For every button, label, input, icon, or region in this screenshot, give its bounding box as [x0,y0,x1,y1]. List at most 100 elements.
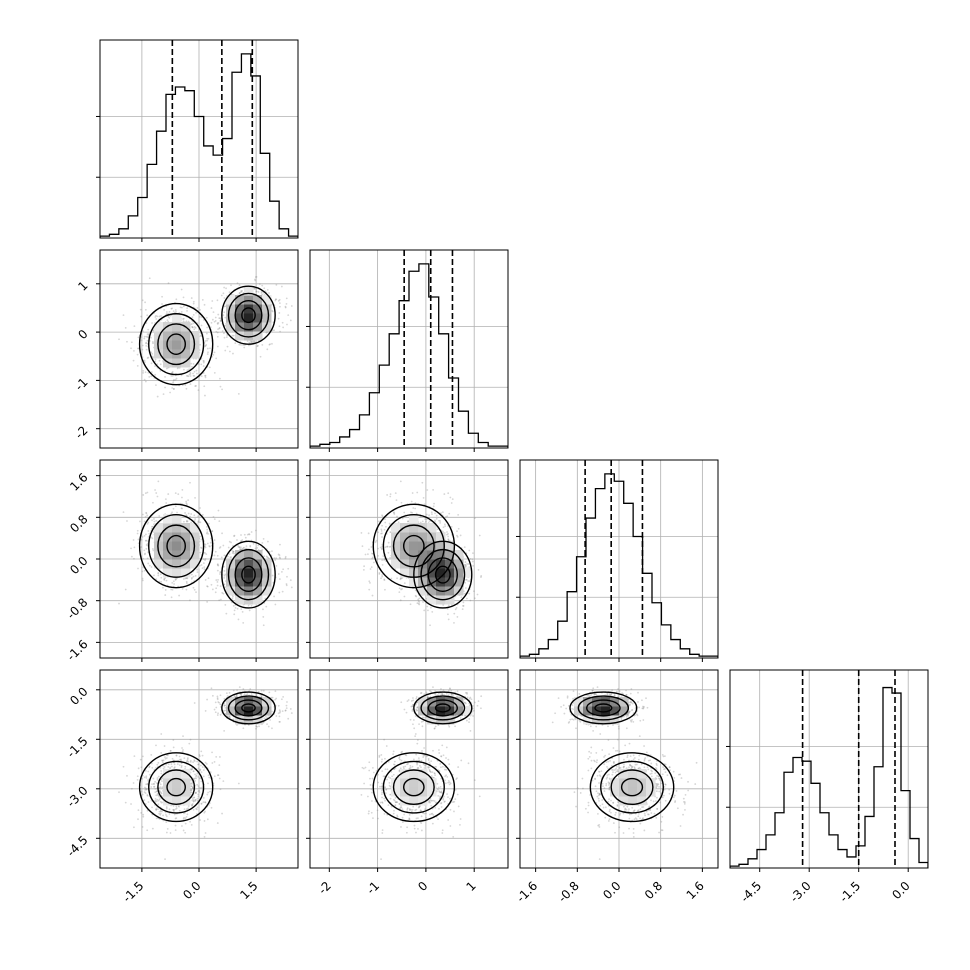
scatter-point [216,564,219,566]
scatter-point [151,537,154,540]
scatter-point [203,360,205,362]
scatter-point [374,541,377,543]
density-cell [400,568,410,578]
scatter-point [186,307,189,309]
scatter-point [192,770,195,773]
scatter-point [203,566,206,568]
scatter-point [196,760,199,763]
scatter-point [266,288,269,291]
density-cell [226,577,236,587]
scatter-point [148,277,151,280]
scatter-point [146,314,149,317]
contour-line [221,285,276,345]
density-cell [172,514,182,524]
scatter-point [168,813,171,815]
scatter-point [360,532,363,534]
panel-frame [309,249,509,449]
scatter-point [278,720,281,723]
scatter-point [255,693,258,696]
ytick-label: 0.8 [67,512,90,535]
scatter-point [176,367,179,370]
scatter-point [146,544,149,547]
density-cell [409,541,419,551]
ytick-label: -1 [72,375,90,393]
scatter-point [271,342,273,345]
scatter-point [192,786,194,789]
scatter-point [199,777,202,779]
scatter-point [204,394,206,397]
scatter-point [154,316,157,318]
scatter-point [170,371,173,374]
scatter-point [181,496,183,499]
scatter-point [432,488,435,491]
scatter-point [189,383,192,386]
scatter-point [238,343,241,346]
scatter-point [181,507,184,510]
scatter-point [428,514,430,517]
scatter-point [159,812,162,815]
density-cell [400,541,410,551]
scatter-point [146,357,149,359]
scatter-point [216,331,219,334]
density-cell [163,532,173,542]
scatter-point [146,491,149,494]
scatter-point [190,521,193,524]
scatter-point [236,539,238,541]
scatter-point [173,767,176,770]
density-cell [154,340,164,350]
scatter-point [172,381,174,384]
scatter-point [224,586,227,589]
scatter-point [383,579,386,581]
scatter-point [174,309,177,311]
scatter-point [243,546,245,549]
scatter-point [381,545,384,548]
scatter-point [141,577,144,580]
scatter-point [189,371,192,374]
scatter-point [218,317,221,320]
scatter-point [195,775,197,778]
scatter-point [142,815,145,818]
scatter-point [217,321,220,324]
density-cell [154,322,164,332]
scatter-point [153,520,156,523]
scatter-point [244,536,247,539]
scatter-point [126,520,128,522]
scatter-point [191,782,193,785]
scatter-point [199,507,201,509]
scatter-point [289,579,292,582]
scatter-point [240,540,242,543]
scatter-point [198,789,201,792]
density-cell [172,532,182,542]
scatter-point [280,570,283,573]
scatter-point [159,790,162,793]
scatter-point [175,754,178,757]
scatter-point [185,582,188,585]
scatter-point [471,560,474,563]
scatter-point [278,578,281,580]
scatter-point [367,532,370,535]
scatter-point [252,340,255,343]
scatter-point [140,336,143,338]
scatter-point [189,599,191,602]
scatter-point [159,369,162,372]
scatter-point [145,775,148,778]
scatter-point [231,334,234,337]
scatter-point [456,616,459,618]
scatter-point [260,290,263,293]
scatter-point [223,311,226,314]
scatter-point [147,328,150,331]
scatter-point [214,550,217,553]
scatter-point [155,578,158,581]
scatter-point [146,522,149,525]
scatter-point [144,342,147,345]
scatter-point [381,574,383,576]
scatter-point [399,480,402,483]
scatter-point [222,592,225,595]
scatter-point [384,518,387,521]
scatter-point [393,511,395,514]
scatter-point [204,374,207,377]
scatter-point [447,613,449,616]
scatter-point [206,793,209,796]
scatter-point [464,565,466,567]
scatter-point [185,387,188,390]
